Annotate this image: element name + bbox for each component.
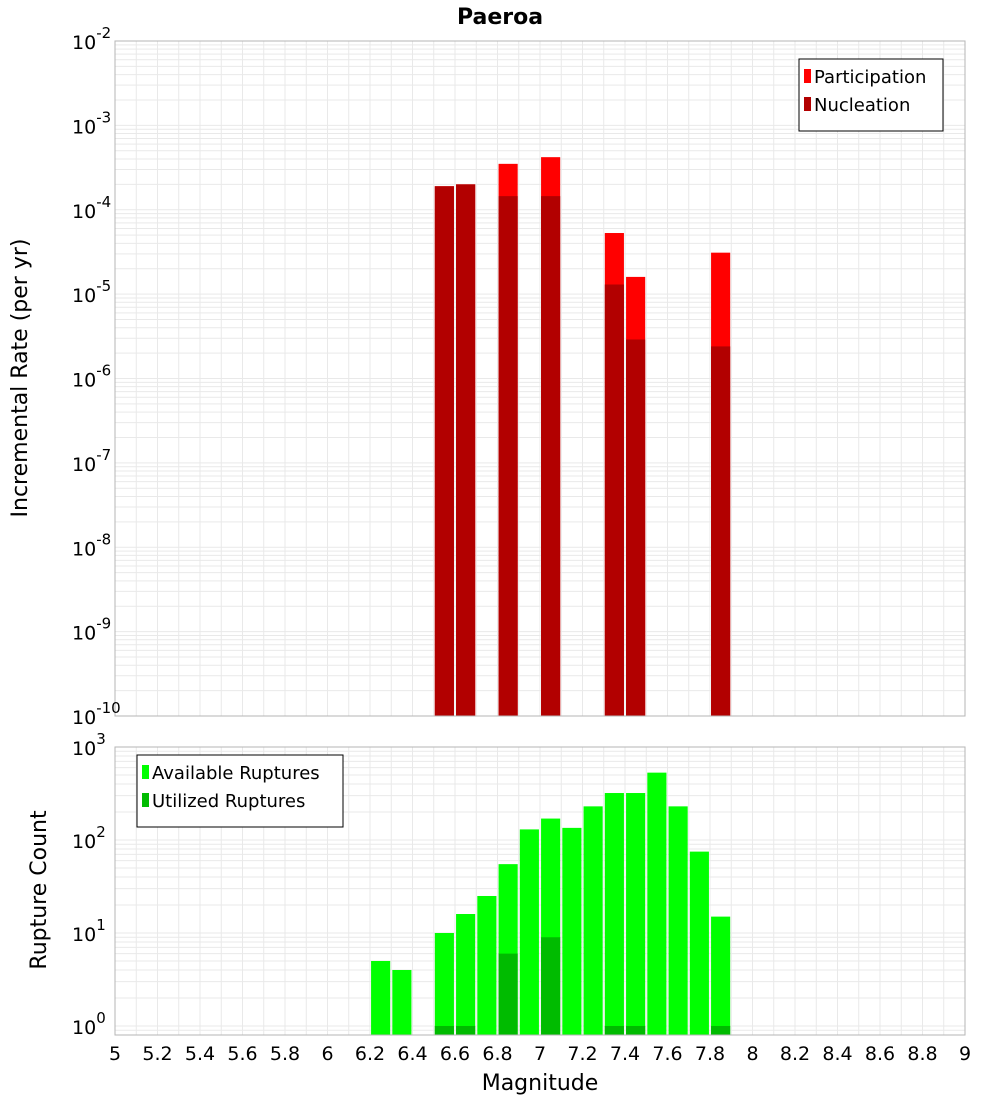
y-tick-label: 10-2 <box>72 24 111 54</box>
legend-label: Nucleation <box>814 95 910 116</box>
x-tick-label: 8.6 <box>865 1043 895 1065</box>
bar-available-ruptures <box>668 806 688 1035</box>
chart-title: Paeroa <box>457 5 543 30</box>
legend-label: Participation <box>814 67 926 88</box>
bar-available-ruptures <box>647 772 667 1035</box>
x-tick-label: 6.6 <box>440 1043 470 1065</box>
x-tick-label: 7.2 <box>567 1043 597 1065</box>
bar-utilized-ruptures <box>434 1025 454 1035</box>
x-tick-label: 9 <box>959 1043 971 1065</box>
y-tick-label: 101 <box>72 916 106 946</box>
x-tick-labels: 5 5.2 5.4 5.6 5.8 6 6.2 6.4 6.6 6.8 7 7.2 7.4 7.6 7.8 8… <box>109 1043 971 1065</box>
bottom-plot-panel: 103 102 101 100 Rupture Count Available Rup… <box>27 730 971 1096</box>
bar-nucleation <box>541 196 561 716</box>
bar-utilized-ruptures <box>711 1025 731 1035</box>
bar-available-ruptures <box>434 932 454 1035</box>
legend-swatch <box>142 793 149 807</box>
bar-nucleation <box>711 346 731 716</box>
legend-swatch <box>804 97 811 111</box>
legend-swatch <box>804 69 811 83</box>
y-tick-label: 10-10 <box>72 699 121 729</box>
top-plot-frame <box>114 40 966 717</box>
top-y-tick-labels: 10-2 10-3 10-4 10-5 10-6 10-7 10-8 10-9 10-10 <box>72 24 121 729</box>
x-tick-label: 6 <box>321 1043 333 1065</box>
bar-available-ruptures <box>392 969 412 1035</box>
y-tick-label: 102 <box>72 823 106 853</box>
bar-available-ruptures <box>626 793 646 1035</box>
bar-utilized-ruptures <box>498 953 518 1035</box>
bar-available-ruptures <box>456 914 476 1035</box>
y-tick-label: 10-5 <box>72 277 111 307</box>
top-legend: Participation Nucleation <box>798 58 944 132</box>
top-bars <box>434 157 731 717</box>
bar-nucleation <box>434 186 454 716</box>
top-y-axis-label: Incremental Rate (per yr) <box>8 239 33 518</box>
bar-utilized-ruptures <box>456 1025 476 1035</box>
legend-swatch <box>142 765 149 779</box>
legend-box <box>136 754 344 828</box>
y-tick-label: 103 <box>72 730 106 760</box>
y-tick-label: 10-3 <box>72 108 111 138</box>
bar-available-ruptures <box>519 829 539 1035</box>
bottom-y-tick-labels: 103 102 101 100 <box>72 730 106 1039</box>
legend-label: Available Ruptures <box>152 763 320 784</box>
x-tick-label: 8.4 <box>822 1043 852 1065</box>
bar-available-ruptures <box>562 827 582 1035</box>
x-tick-label: 8 <box>746 1043 758 1065</box>
bar-available-ruptures <box>711 916 731 1035</box>
y-tick-label: 10-8 <box>72 530 111 560</box>
bar-available-ruptures <box>477 895 497 1035</box>
bottom-plot-frame <box>114 746 966 1036</box>
y-tick-label: 10-6 <box>72 362 111 392</box>
bottom-legend: Available Ruptures Utilized Ruptures <box>136 754 344 828</box>
x-tick-label: 5.2 <box>142 1043 172 1065</box>
bar-available-ruptures <box>371 960 391 1035</box>
x-tick-label: 8.8 <box>907 1043 937 1065</box>
bar-utilized-ruptures <box>604 1025 624 1035</box>
bar-available-ruptures <box>583 806 603 1035</box>
bar-nucleation <box>604 284 624 716</box>
y-tick-label: 10-4 <box>72 193 111 223</box>
top-grid <box>114 40 966 717</box>
legend-label: Utilized Ruptures <box>152 791 305 812</box>
y-tick-label: 100 <box>72 1009 106 1039</box>
x-tick-label: 5.4 <box>185 1043 215 1065</box>
x-tick-label: 8.2 <box>780 1043 810 1065</box>
bar-nucleation <box>456 184 476 717</box>
x-tick-label: 5 <box>109 1043 121 1065</box>
x-axis-label: Magnitude <box>482 1071 599 1096</box>
x-tick-label: 7.4 <box>610 1043 640 1065</box>
bar-available-ruptures <box>604 793 624 1035</box>
y-tick-label: 10-9 <box>72 615 111 645</box>
bottom-y-axis-label: Rupture Count <box>27 810 52 970</box>
bar-utilized-ruptures <box>541 937 561 1035</box>
top-plot-panel: 10-2 10-3 10-4 10-5 10-6 10-7 10-8 10-9 10-10 In… <box>8 24 966 729</box>
bar-available-ruptures <box>689 851 709 1035</box>
x-tick-label: 6.4 <box>397 1043 427 1065</box>
bar-nucleation <box>498 196 518 716</box>
x-tick-label: 6.8 <box>482 1043 512 1065</box>
bar-nucleation <box>626 339 646 716</box>
y-tick-label: 10-7 <box>72 446 111 476</box>
legend-box <box>798 58 944 132</box>
x-tick-label: 7.6 <box>652 1043 682 1065</box>
bar-utilized-ruptures <box>626 1025 646 1035</box>
bottom-bars <box>371 772 731 1035</box>
x-tick-label: 7.8 <box>695 1043 725 1065</box>
x-tick-label: 6.2 <box>355 1043 385 1065</box>
x-tick-label: 5.6 <box>227 1043 257 1065</box>
x-tick-label: 5.8 <box>270 1043 300 1065</box>
x-tick-label: 7 <box>534 1043 546 1065</box>
